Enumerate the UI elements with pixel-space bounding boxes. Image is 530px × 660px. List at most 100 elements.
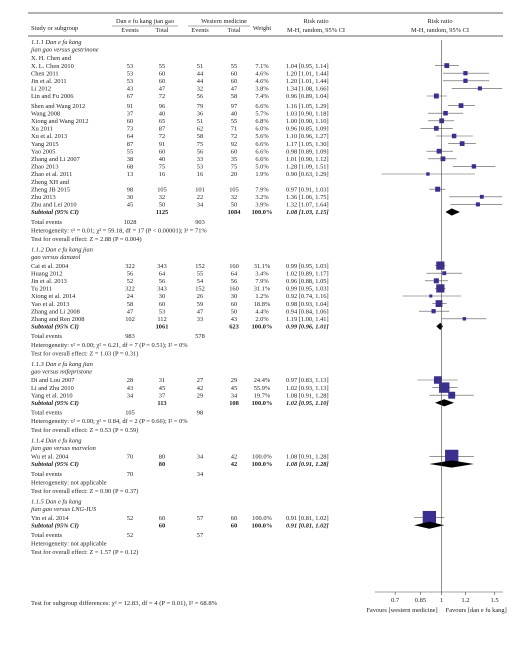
subgroup-4-heterogeneity: Heterogeneity: not applicable (31, 479, 107, 486)
study-total-2: 45 (231, 385, 237, 392)
subgroup-2-total-events-2: 578 (195, 333, 205, 340)
study-marker (462, 317, 467, 321)
study-events-2: 47 (197, 308, 204, 315)
study-name: Yao 2005 (31, 148, 55, 155)
study-total-2: 60 (231, 515, 237, 522)
subgroup-5-overall-effect: Test for overall effect: Z = 1.57 (P = 0… (31, 549, 138, 556)
study-risk-ratio: 0.96 [0.85, 1.09] (286, 126, 329, 133)
study-total-1: 343 (157, 263, 167, 270)
study-weight: 31.1% (254, 286, 271, 293)
study-total-2: 50 (231, 202, 237, 209)
study-total-1: 75 (159, 164, 165, 171)
study-total-1: 56 (159, 278, 165, 285)
study-total-2: 55 (231, 118, 237, 125)
subgroup-1-subtotal-diamond (445, 208, 460, 216)
study-marker (429, 294, 433, 298)
study-total-2: 160 (229, 263, 239, 270)
subgroup-1-overall-effect: Test for overall effect: Z = 2.88 (P = 0… (31, 236, 142, 243)
study-risk-ratio: 1.20 [1.01, 1.44] (286, 78, 329, 85)
study-events-2: 16 (197, 171, 203, 178)
study-total-1: 60 (159, 70, 165, 77)
study-weight: 4.4% (255, 308, 269, 315)
study-marker (436, 284, 445, 293)
subgroup-3-title: gao versus mifepristone (31, 369, 92, 376)
subgroup-5-subtotal-risk-ratio: 0.91 [0.81, 1.02] (286, 522, 329, 529)
study-events-1: 52 (127, 278, 133, 285)
study-total-2: 50 (231, 308, 237, 315)
study-total-1: 30 (159, 293, 165, 300)
study-marker (475, 202, 480, 207)
subgroup-2-heterogeneity: Heterogeneity: τ² = 0.00; χ² = 6.21, df … (31, 342, 188, 349)
study-total-1: 32 (159, 194, 165, 201)
x-tick-label: 1.5 (490, 597, 499, 604)
study-events-2: 22 (197, 194, 203, 201)
x-tick-label: 0.85 (415, 597, 427, 604)
subgroup-4-subtotal-total-2: 42 (231, 461, 237, 468)
subgroup-4-total-events-2: 34 (197, 471, 204, 478)
study-events-1: 53 (127, 78, 133, 85)
study-risk-ratio: 1.16 [1.05, 1.29] (286, 103, 329, 110)
header-plot-title: Risk ratio (427, 18, 452, 25)
study-name: Zhang and Li 2008 (31, 308, 80, 315)
study-weight: 7.4% (255, 93, 269, 100)
study-events-2: 42 (197, 385, 203, 392)
subgroup-2-total-events-label: Total events (31, 333, 62, 340)
study-total-2: 64 (231, 270, 238, 277)
subgroup-5-subtotal-total-2: 60 (231, 522, 237, 529)
study-weight: 6.8% (255, 118, 269, 125)
study-events-1: 56 (127, 270, 133, 277)
study-marker (463, 78, 468, 83)
subgroup-3-total-events-1: 105 (125, 410, 135, 417)
study-weight: 6.6% (255, 103, 269, 110)
study-marker (433, 93, 439, 99)
study-events-2: 75 (197, 141, 203, 148)
study-total-1: 45 (159, 385, 165, 392)
study-events-1: 43 (127, 385, 133, 392)
study-total-2: 60 (231, 148, 237, 155)
study-total-2: 30 (231, 293, 237, 300)
study-name: Jin et al. 2013 (31, 278, 67, 285)
study-risk-ratio: 1.17 [1.05, 1.30] (286, 141, 329, 148)
subgroup-4-total-events-label: Total events (31, 471, 62, 478)
study-events-1: 322 (125, 263, 135, 270)
study-events-1: 91 (127, 103, 133, 110)
study-weight: 7.1% (255, 63, 269, 70)
study-events-2: 51 (197, 118, 203, 125)
study-risk-ratio: 0.98 [0.89, 1.09] (286, 148, 329, 155)
header-total-2: Total (227, 27, 240, 34)
study-marker (477, 86, 482, 91)
study-risk-ratio: 1.08 [0.91, 1.28] (286, 392, 329, 399)
header-group1: Dan e fu kang jian gao (116, 18, 174, 25)
subgroup-1-subtotal-risk-ratio: 1.08 [1.03, 1.15] (286, 209, 329, 216)
subgroup-2-subtotal-total-1: 1061 (156, 324, 169, 331)
study-total-2: 55 (231, 63, 237, 70)
study-name: Wu et al. 2004 (31, 454, 69, 461)
study-weight: 100.0% (252, 454, 272, 461)
study-risk-ratio: 1.01 [0.90, 1.12] (286, 156, 329, 163)
x-tick-label: 0.7 (391, 597, 400, 604)
subgroup-3-subtotal-total-1: 113 (157, 400, 166, 407)
study-total-1: 96 (159, 103, 165, 110)
study-events-1: 55 (127, 148, 133, 155)
study-weight: 3.9% (255, 202, 269, 209)
subgroup-4-overall-effect: Test for overall effect: Z = 0.90 (P = 0… (31, 488, 138, 495)
study-name: Shen and Wang 2012 (31, 103, 85, 110)
study-events-1: 322 (125, 286, 135, 293)
study-total-1: 64 (159, 270, 166, 277)
study-total-2: 42 (231, 454, 237, 461)
study-total-1: 91 (159, 141, 165, 148)
study-weight: 19.7% (254, 392, 271, 399)
subgroup-2-subtotal-diamond (436, 322, 443, 330)
study-marker (436, 261, 445, 270)
study-events-1: 30 (127, 194, 133, 201)
study-events-2: 34 (197, 454, 204, 461)
study-events-2: 26 (197, 293, 203, 300)
study-total-2: 105 (229, 186, 239, 193)
study-weight: 100.0% (252, 515, 272, 522)
study-events-1: 87 (127, 141, 134, 148)
study-events-1: 68 (127, 164, 133, 171)
subgroup-1-subtotal-label: Subtotal (95% CI) (31, 209, 79, 216)
study-total-1: 60 (159, 301, 165, 308)
study-weight: 1.2% (255, 293, 269, 300)
